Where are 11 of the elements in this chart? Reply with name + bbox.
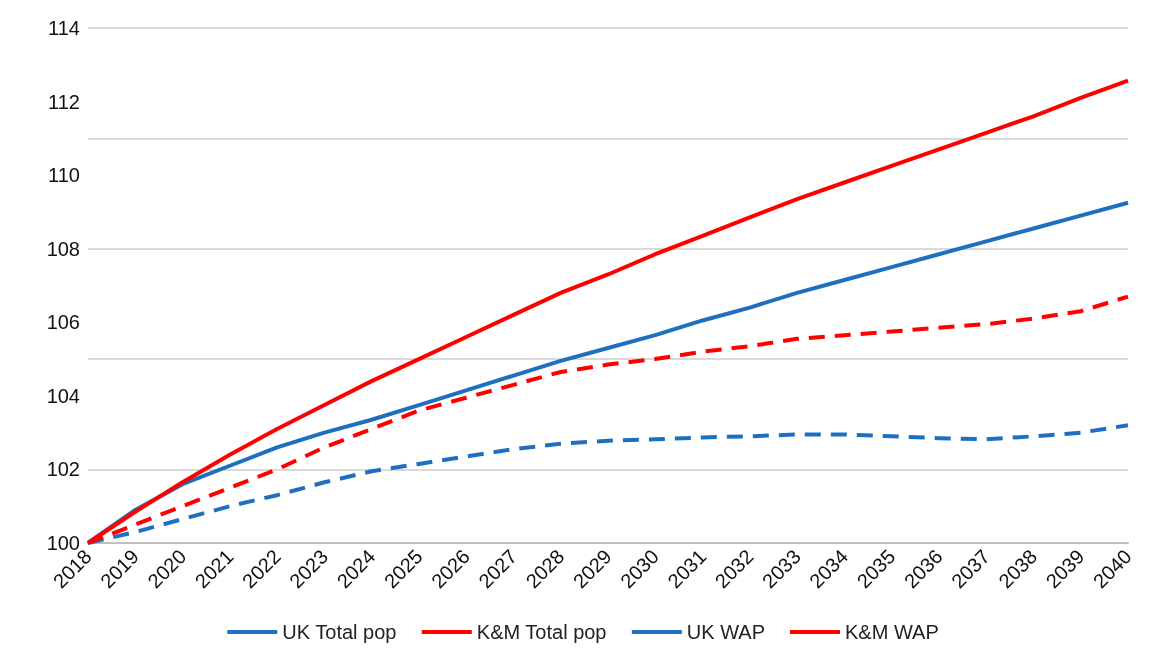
y-tick-label: 108 bbox=[46, 237, 80, 260]
y-tick-label: 110 bbox=[48, 164, 80, 187]
legend-label: K&M WAP bbox=[845, 621, 939, 643]
legend-label: UK WAP bbox=[686, 621, 766, 643]
y-tick-label: 112 bbox=[48, 90, 80, 113]
legend-label: UK Total pop bbox=[282, 621, 397, 643]
y-tick-label: 104 bbox=[46, 384, 80, 407]
y-tick-label: 106 bbox=[46, 311, 80, 334]
legend-label: K&M Total pop bbox=[476, 621, 607, 643]
y-tick-label: 114 bbox=[48, 17, 80, 39]
y-tick-label: 102 bbox=[46, 458, 80, 481]
